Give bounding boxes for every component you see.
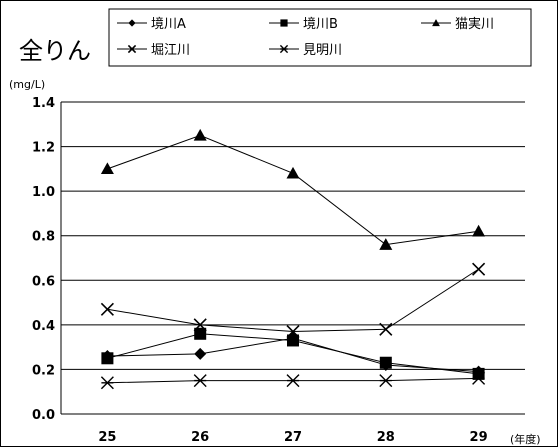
data-point-square: [287, 334, 299, 347]
y-tick-label: 0.6: [32, 274, 55, 289]
data-point-asterisk: [472, 371, 486, 385]
data-point-asterisk: [286, 374, 300, 388]
series-4: [100, 262, 486, 339]
series-5: [100, 371, 486, 390]
data-point-asterisk: [279, 44, 289, 54]
series-2: [101, 327, 485, 380]
legend-entry: 堀江川: [117, 43, 190, 58]
data-point-diamond: [128, 19, 136, 27]
data-point-x: [472, 262, 486, 276]
data-point-triangle: [100, 162, 114, 175]
data-point-asterisk: [100, 376, 114, 390]
gridlines: [61, 101, 525, 415]
y-tick-label: 0.4: [32, 319, 55, 334]
legend-label: 堀江川: [151, 43, 190, 58]
data-point-x: [100, 302, 114, 316]
y-axis-unit: (mg/L): [9, 78, 45, 91]
x-tick-label: 28: [377, 430, 395, 445]
data-point-asterisk: [193, 374, 207, 388]
y-tick-label: 0.0: [32, 408, 55, 423]
x-axis-unit: (年度): [510, 432, 541, 446]
data-point-square: [472, 367, 485, 380]
data-point-x: [286, 324, 300, 339]
legend-label: 境川A: [151, 17, 186, 32]
data-point-diamond: [194, 347, 207, 360]
data-point-triangle: [472, 224, 486, 237]
data-point-x: [193, 318, 207, 332]
data-point-triangle: [286, 166, 300, 179]
y-tick-label: 1.0: [32, 185, 55, 200]
legend-box: [108, 8, 532, 67]
data-point-square: [280, 19, 288, 27]
series-line: [107, 268, 479, 333]
y-tick-label: 1.4: [32, 96, 55, 111]
x-tick-label: 27: [284, 430, 302, 445]
data-point-triangle: [432, 19, 440, 27]
legend-entry: 境川A: [117, 17, 186, 32]
series-line: [107, 134, 479, 246]
y-tick-label: 0.8: [32, 230, 55, 245]
data-point-triangle: [379, 238, 393, 250]
x-tick-labels: 25 26 27 28 29: [98, 430, 487, 445]
x-tick-label: 26: [191, 430, 209, 445]
series-3: [100, 128, 486, 250]
legend-entry: 猫実川: [421, 16, 494, 32]
x-tick-label: 29: [470, 430, 488, 445]
data-point-x: [379, 322, 393, 336]
y-tick-labels: 0.0 0.2 0.4 0.6 0.8 1.0 1.2 1.4: [32, 96, 55, 423]
data-point-triangle: [193, 128, 207, 141]
chart-title: 全りん: [19, 37, 91, 65]
legend-label: 境川B: [303, 17, 338, 32]
legend-entry: 境川B: [269, 17, 338, 32]
data-point-x: [127, 44, 137, 54]
axes: [60, 102, 525, 415]
data-point-square: [101, 352, 114, 365]
series-group: [100, 128, 486, 390]
data-point-asterisk: [379, 374, 393, 388]
y-tick-label: 0.2: [32, 363, 55, 378]
legend-label: 猫実川: [455, 16, 494, 32]
y-tick-label: 1.2: [32, 141, 55, 156]
data-point-square: [194, 327, 207, 340]
x-tick-label: 25: [98, 430, 116, 445]
data-point-square: [379, 356, 392, 369]
legend-label: 見明川: [303, 43, 342, 58]
legend-entry: 見明川: [269, 43, 342, 58]
